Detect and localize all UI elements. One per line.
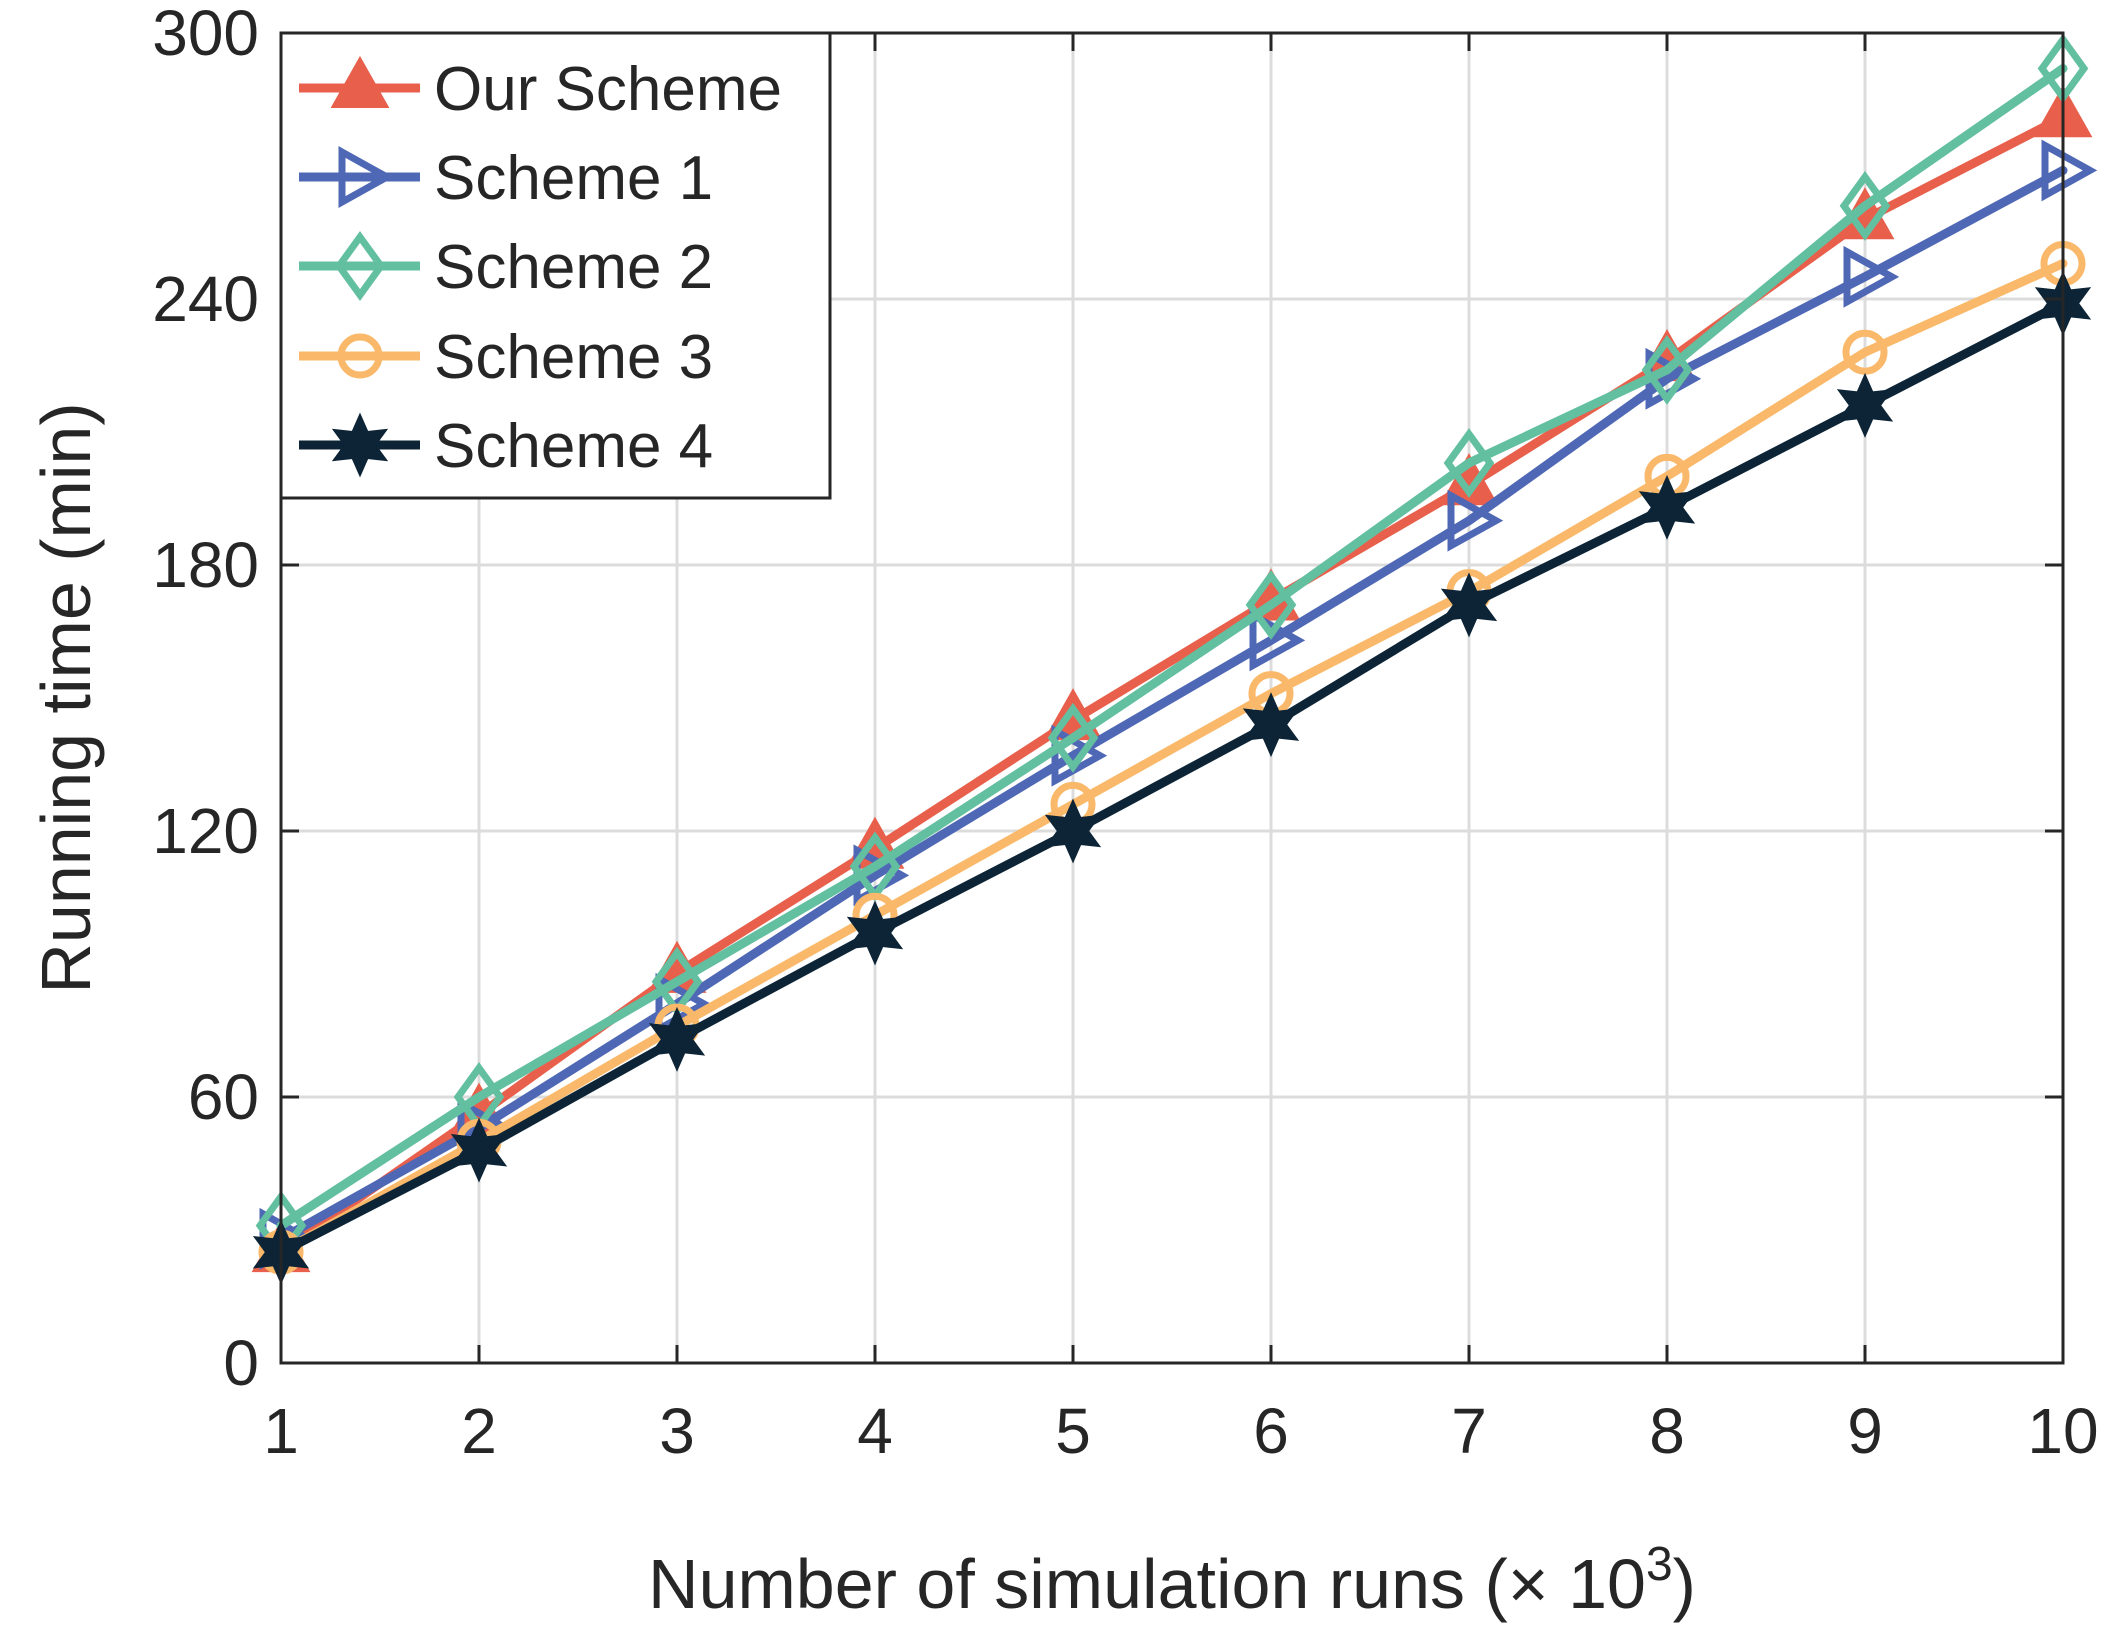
x-tick-label: 8 xyxy=(1649,1395,1685,1467)
y-tick-label: 240 xyxy=(152,263,259,335)
y-tick-labels: 0 60 120 180 240 300 xyxy=(152,0,259,1399)
series-line xyxy=(276,165,2068,1244)
legend-label: Scheme 2 xyxy=(434,233,713,302)
series-line xyxy=(276,64,2068,1231)
data-point xyxy=(1044,798,1102,864)
x-axis-title-main: Number of simulation runs (× 10 xyxy=(648,1545,1646,1623)
data-point xyxy=(1842,329,1888,375)
data-point xyxy=(1242,692,1300,758)
data-point xyxy=(1440,572,1498,638)
data-point xyxy=(1641,334,1693,405)
legend-item: Scheme 2 xyxy=(299,231,713,302)
data-point xyxy=(1047,702,1099,773)
data-point xyxy=(1447,489,1504,552)
x-axis-title-superscript: 3 xyxy=(1646,1538,1673,1591)
legend-marker xyxy=(331,412,389,478)
data-point xyxy=(648,1006,706,1072)
legend-item: Scheme 1 xyxy=(299,144,713,213)
legend-label: Scheme 3 xyxy=(434,323,713,392)
legend-marker xyxy=(337,333,383,379)
y-tick-label: 120 xyxy=(152,795,259,867)
data-point xyxy=(1443,428,1495,499)
data-point xyxy=(846,900,904,966)
legend-item: Our Scheme xyxy=(299,55,782,124)
y-tick-label: 300 xyxy=(152,0,259,69)
legend-marker xyxy=(330,55,390,108)
series-layer xyxy=(251,33,2098,1285)
x-tick-label: 9 xyxy=(1847,1395,1883,1467)
x-tick-label: 2 xyxy=(461,1395,497,1467)
legend-item: Scheme 3 xyxy=(299,323,713,392)
data-point xyxy=(655,972,712,1035)
x-tick-labels: 1 2 3 4 5 6 7 8 9 10 xyxy=(263,1395,2098,1467)
series-scheme-2 xyxy=(255,33,2089,1261)
x-tick-label: 10 xyxy=(2027,1395,2098,1467)
x-axis-title: Number of simulation runs (× 103) xyxy=(648,1538,1696,1623)
data-point xyxy=(450,1117,508,1183)
y-tick-label: 0 xyxy=(223,1327,259,1399)
data-point xyxy=(1843,245,1900,308)
x-axis-title-close: ) xyxy=(1673,1545,1696,1623)
legend-marker xyxy=(334,231,386,301)
data-point xyxy=(1839,170,1891,241)
data-point xyxy=(1051,724,1108,787)
data-point xyxy=(1245,569,1297,640)
x-tick-label: 7 xyxy=(1451,1395,1487,1467)
series-scheme-4 xyxy=(252,270,2092,1285)
y-axis-title: Running time (min) xyxy=(27,402,105,993)
data-point xyxy=(2041,139,2098,202)
data-point xyxy=(1836,372,1894,438)
legend: Our Scheme Scheme 1 Scheme 2 Scheme 3 Scheme… xyxy=(279,31,832,500)
plot-area-border xyxy=(279,31,2065,1365)
legend-label: Our Scheme xyxy=(434,55,782,124)
legend-label: Scheme 4 xyxy=(434,412,713,481)
x-tick-label: 6 xyxy=(1253,1395,1289,1467)
y-tick-label: 180 xyxy=(152,529,259,601)
y-tick-label: 60 xyxy=(188,1061,259,1133)
x-tick-label: 1 xyxy=(263,1395,299,1467)
series-line xyxy=(276,298,2068,1257)
x-tick-label: 4 xyxy=(857,1395,893,1467)
legend-marker xyxy=(338,146,395,208)
legend-item: Scheme 4 xyxy=(299,412,713,481)
series-line xyxy=(276,259,2068,1257)
x-tick-label: 3 xyxy=(659,1395,695,1467)
data-point xyxy=(1638,474,1696,540)
legend-label: Scheme 1 xyxy=(434,144,713,213)
x-tick-label: 5 xyxy=(1055,1395,1091,1467)
